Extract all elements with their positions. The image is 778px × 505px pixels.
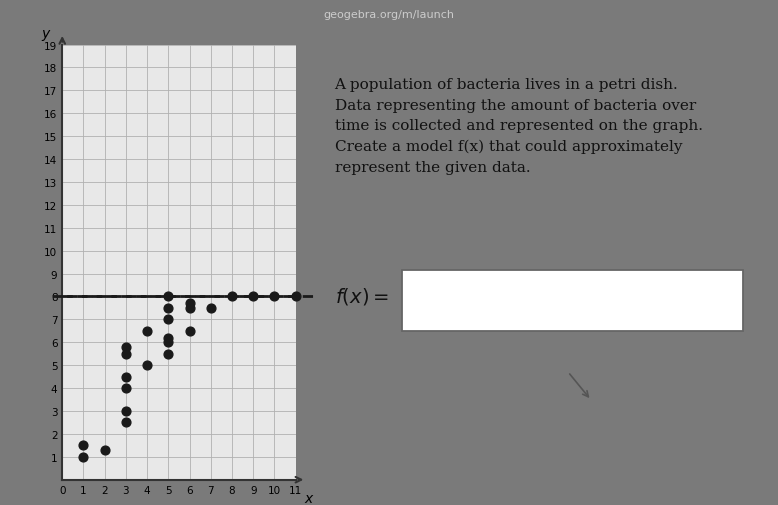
Point <box>268 293 281 301</box>
Point <box>184 299 196 308</box>
Point <box>141 362 153 370</box>
Point <box>120 373 132 381</box>
Text: x: x <box>304 491 313 505</box>
Point <box>226 293 238 301</box>
Point <box>120 343 132 351</box>
FancyBboxPatch shape <box>402 270 743 332</box>
Point <box>289 293 302 301</box>
Point <box>205 305 217 313</box>
Point <box>120 419 132 427</box>
Point <box>162 305 174 313</box>
Point <box>184 327 196 335</box>
Point <box>162 316 174 324</box>
Point <box>141 327 153 335</box>
Text: A population of bacteria lives in a petri dish.
Data representing the amount of : A population of bacteria lives in a petr… <box>335 78 703 175</box>
Text: y: y <box>41 27 49 41</box>
Point <box>77 441 89 449</box>
Point <box>99 446 111 454</box>
Point <box>120 384 132 392</box>
Point <box>162 334 174 342</box>
Point <box>162 338 174 346</box>
Point <box>184 305 196 313</box>
Point <box>162 350 174 358</box>
Point <box>77 453 89 461</box>
Point <box>120 407 132 415</box>
Text: geogebra.org/m/launch: geogebra.org/m/launch <box>324 10 454 20</box>
Text: $f(x) =$: $f(x) =$ <box>335 286 388 307</box>
Point <box>247 293 259 301</box>
Point <box>120 350 132 358</box>
Point <box>162 293 174 301</box>
